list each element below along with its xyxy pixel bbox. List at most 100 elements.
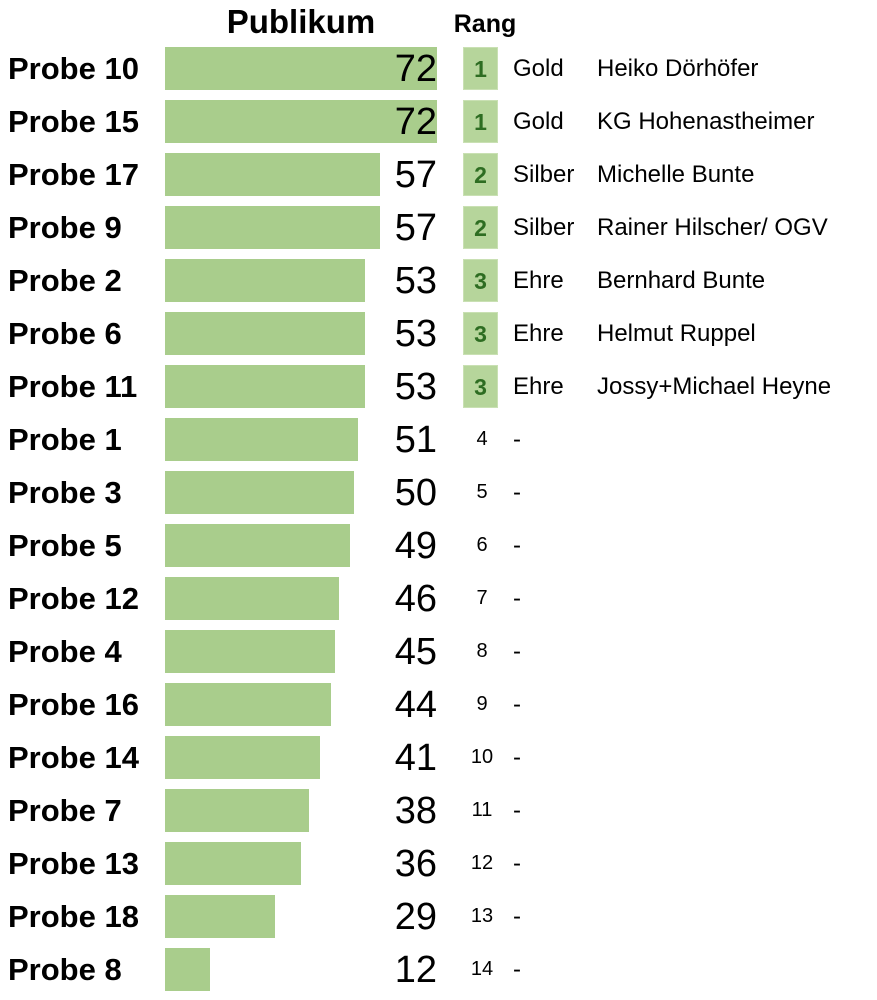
medal-label: - bbox=[513, 638, 521, 665]
rank-number: 6 bbox=[476, 534, 488, 556]
value-label: 49 bbox=[394, 525, 437, 567]
probe-label: Probe 2 bbox=[8, 263, 122, 298]
value-bar bbox=[165, 683, 331, 726]
medal-label: - bbox=[513, 426, 521, 453]
value-label: 38 bbox=[394, 790, 437, 832]
chart-row: Probe 16 44 9 - bbox=[0, 683, 877, 726]
value-label: 36 bbox=[394, 843, 437, 885]
chart-row: Probe 13 36 12- bbox=[0, 842, 877, 885]
value-label: 57 bbox=[394, 207, 437, 249]
entrant-name: Rainer Hilscher/ OGV bbox=[597, 214, 828, 241]
chart-row: Probe 7 38 11- bbox=[0, 789, 877, 832]
medal-label: - bbox=[513, 797, 521, 824]
chart-row: Probe 2 53 3 Ehre Bernhard Bunte bbox=[0, 259, 877, 302]
value-bar bbox=[165, 100, 437, 143]
chart-row: Probe 15 72 1 Gold KG Hohenastheimer bbox=[0, 100, 877, 143]
value-bar bbox=[165, 948, 210, 991]
probe-label: Probe 9 bbox=[8, 210, 122, 245]
chart-row: Probe 18 29 13- bbox=[0, 895, 877, 938]
medal-label: - bbox=[513, 850, 521, 877]
entrant-name: KG Hohenastheimer bbox=[597, 108, 815, 135]
medal-label: - bbox=[513, 585, 521, 612]
chart-row: Probe 8 12 14- bbox=[0, 948, 877, 991]
value-bar bbox=[165, 789, 309, 832]
value-label: 50 bbox=[394, 472, 437, 514]
rank-number: 5 bbox=[476, 481, 488, 503]
value-bar bbox=[165, 842, 301, 885]
entrant-name: Helmut Ruppel bbox=[597, 320, 756, 347]
probe-label: Probe 1 bbox=[8, 422, 122, 457]
probe-label: Probe 11 bbox=[8, 369, 138, 404]
rank-badge: 3 bbox=[463, 312, 498, 355]
rank-badge: 1 bbox=[463, 47, 498, 90]
value-label: 53 bbox=[394, 366, 437, 408]
probe-label: Probe 13 bbox=[8, 846, 139, 881]
value-label: 46 bbox=[394, 578, 437, 620]
chart-row: Probe 3 50 5 - bbox=[0, 471, 877, 514]
value-bar bbox=[165, 259, 365, 302]
rank-number: 12 bbox=[470, 852, 494, 874]
rank-number: 4 bbox=[476, 428, 488, 450]
value-bar bbox=[165, 630, 335, 673]
rank-badge: 2 bbox=[463, 153, 498, 196]
value-bar bbox=[165, 736, 320, 779]
medal-label: - bbox=[513, 956, 521, 983]
probe-label: Probe 16 bbox=[8, 687, 139, 722]
medal-label: - bbox=[513, 744, 521, 771]
value-bar bbox=[165, 365, 365, 408]
value-label: 53 bbox=[394, 313, 437, 355]
probe-label: Probe 14 bbox=[8, 740, 139, 775]
medal-label: Ehre bbox=[513, 320, 564, 347]
rank-number: 7 bbox=[476, 587, 488, 609]
chart-row: Probe 10 72 1 Gold Heiko Dörhöfer bbox=[0, 47, 877, 90]
medal-label: - bbox=[513, 691, 521, 718]
value-bar bbox=[165, 312, 365, 355]
chart-row: Probe 4 45 8 - bbox=[0, 630, 877, 673]
value-bar bbox=[165, 153, 380, 196]
rank-number: 14 bbox=[470, 958, 494, 980]
chart-row: Probe 6 53 3 Ehre Helmut Ruppel bbox=[0, 312, 877, 355]
value-bar bbox=[165, 577, 339, 620]
chart-row: Probe 12 46 7 - bbox=[0, 577, 877, 620]
medal-label: Silber bbox=[513, 161, 575, 188]
medal-label: Gold bbox=[513, 55, 564, 82]
chart-row: Probe 1 51 4 - bbox=[0, 418, 877, 461]
rank-badge: 1 bbox=[463, 100, 498, 143]
probe-label: Probe 12 bbox=[8, 581, 139, 616]
medal-label: Gold bbox=[513, 108, 564, 135]
probe-label: Probe 15 bbox=[8, 104, 139, 139]
entrant-name: Michelle Bunte bbox=[597, 161, 755, 188]
entrant-name: Bernhard Bunte bbox=[597, 267, 766, 294]
rank-number: 13 bbox=[470, 905, 494, 927]
chart-row: Probe 14 41 10- bbox=[0, 736, 877, 779]
probe-label: Probe 3 bbox=[8, 475, 122, 510]
rank-number: 10 bbox=[470, 746, 494, 768]
value-label: 72 bbox=[394, 48, 437, 90]
probe-label: Probe 18 bbox=[8, 899, 139, 934]
probe-label: Probe 5 bbox=[8, 528, 122, 563]
probe-label: Probe 4 bbox=[8, 634, 122, 669]
entrant-name: Heiko Dörhöfer bbox=[597, 55, 759, 82]
medal-label: - bbox=[513, 479, 521, 506]
probe-label: Probe 8 bbox=[8, 952, 122, 987]
value-label: 51 bbox=[394, 419, 437, 461]
value-label: 45 bbox=[394, 631, 437, 673]
chart-row: Probe 17 57 2 Silber Michelle Bunte bbox=[0, 153, 877, 196]
value-bar bbox=[165, 206, 380, 249]
rank-number: 11 bbox=[471, 799, 493, 821]
value-label: 12 bbox=[394, 949, 437, 991]
rank-badge: 2 bbox=[463, 206, 498, 249]
chart-row: Probe 9 57 2 Silber Rainer Hilscher/ OGV bbox=[0, 206, 877, 249]
probe-label: Probe 6 bbox=[8, 316, 122, 351]
chart-row: Probe 5 49 6 - bbox=[0, 524, 877, 567]
rank-column-header: Rang bbox=[453, 10, 517, 38]
probe-label: Probe 7 bbox=[8, 793, 122, 828]
value-bar bbox=[165, 418, 358, 461]
rank-badge: 3 bbox=[463, 365, 498, 408]
value-label: 57 bbox=[394, 154, 437, 196]
value-label: 53 bbox=[394, 260, 437, 302]
medal-label: Ehre bbox=[513, 267, 564, 294]
value-bar bbox=[165, 47, 437, 90]
value-label: 44 bbox=[394, 684, 437, 726]
